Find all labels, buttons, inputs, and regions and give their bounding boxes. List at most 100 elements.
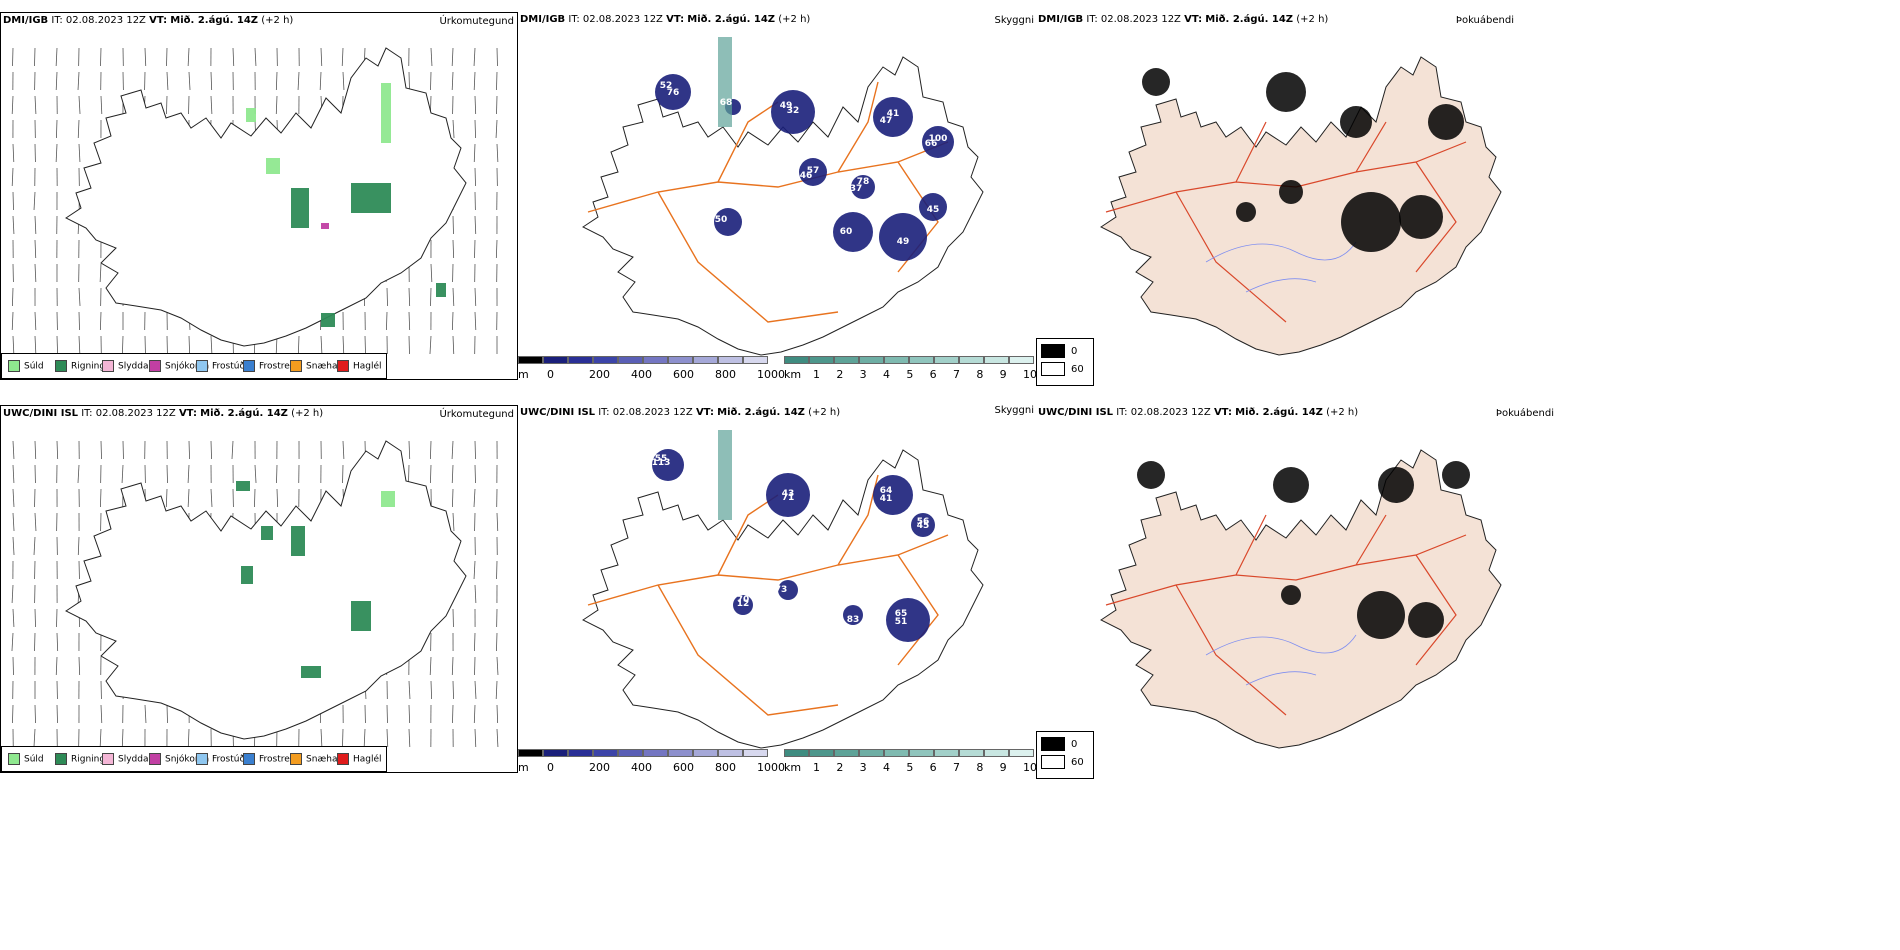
legend-label: Snjókoma xyxy=(165,361,210,372)
fog-indicator-area xyxy=(1428,104,1464,140)
legend-label: Frostúði xyxy=(212,361,248,372)
colorbar-tick: 4 xyxy=(883,368,890,381)
legend-label: Frostúði xyxy=(212,754,248,765)
low-cloud-area xyxy=(778,580,798,600)
fog-legend-label: 0 xyxy=(1071,346,1078,357)
precip-area xyxy=(236,481,250,491)
colorbar-segment xyxy=(568,749,593,757)
legend-label: Slydda xyxy=(118,361,149,372)
fog-band xyxy=(718,430,732,520)
colorbar-unit: km xyxy=(784,761,802,774)
colorbar-tick: 7 xyxy=(953,761,960,774)
road-network xyxy=(587,474,949,716)
legend-item: Súld xyxy=(8,360,44,372)
precip-area xyxy=(381,83,391,143)
legend-item: Frostregn xyxy=(243,360,301,372)
low-cloud-area xyxy=(873,475,913,515)
visibility-value-label: 45 xyxy=(917,521,930,531)
fog-map-top xyxy=(1036,27,1554,378)
legend-label: Rigning xyxy=(71,754,106,765)
colorbar-tick: 600 xyxy=(673,368,694,381)
fog-indicator-area xyxy=(1279,180,1303,204)
fog-title-bottom: Þokuábendi xyxy=(1495,408,1554,419)
river-network xyxy=(1205,634,1357,686)
iceland-land xyxy=(1100,56,1502,356)
legend-swatch xyxy=(102,360,114,372)
precip-map-top xyxy=(11,47,499,355)
fog-indicator-area xyxy=(1357,591,1405,639)
colorbar-segment xyxy=(718,749,743,757)
colorbar-tick: 1000 xyxy=(757,761,785,774)
legend-item: Rigning xyxy=(55,360,105,372)
iceland-coastline xyxy=(582,449,984,749)
low-cloud-area xyxy=(922,126,954,158)
precip-area xyxy=(266,158,280,174)
header-bottom-precip: UWC/DINI ISL IT: 02.08.2023 12Z VT: Mið.… xyxy=(3,408,324,419)
fog-legend-top: 0 60 xyxy=(1036,338,1094,386)
colorbar-segment xyxy=(884,356,909,364)
legend-swatch xyxy=(8,360,20,372)
precip-area xyxy=(381,491,395,507)
visibility-value-label: 49 xyxy=(780,101,793,111)
colorbar-segment xyxy=(934,356,959,364)
fog-indicator-area xyxy=(1408,602,1444,638)
colorbar-tick: 3 xyxy=(859,368,867,381)
visibility-value-label: 52 xyxy=(660,81,673,91)
fog-legend-swatch xyxy=(1041,737,1065,751)
colorbar-segment xyxy=(934,749,959,757)
colorbar-tick: 200 xyxy=(589,761,610,774)
visibility-value-label: 55 xyxy=(655,454,668,464)
cloud-base-colorbar-bottom: m 0 200 400 600 800 1000 xyxy=(518,749,785,774)
colorbar-segment xyxy=(809,356,834,364)
legend-swatch xyxy=(337,753,349,765)
visibility-value-label: 76 xyxy=(667,88,680,98)
fog-legend-item: 0 xyxy=(1041,344,1077,358)
colorbar-segment xyxy=(743,749,768,757)
legend-label: Frostregn xyxy=(259,754,302,765)
colorbar-tick: 6 xyxy=(929,761,937,774)
fog-panel-top: DMI/IGB IT: 02.08.2023 12Z VT: Mið. 2.ág… xyxy=(1036,12,1554,386)
colorbar-tick: 400 xyxy=(630,368,652,381)
legend-swatch xyxy=(290,753,302,765)
legend-item: Haglél xyxy=(337,753,382,765)
legend-label: Rigning xyxy=(71,361,106,372)
legend-swatch xyxy=(196,360,208,372)
legend-item: Snæhagl xyxy=(290,753,346,765)
colorbar-segment xyxy=(693,749,718,757)
legend-item: Rigning xyxy=(55,753,105,765)
road-network xyxy=(1105,514,1467,716)
visibility-value-label: 51 xyxy=(895,617,908,627)
legend-swatch xyxy=(337,360,349,372)
legend-label: Frostregn xyxy=(259,361,302,372)
header-top-visibility: DMI/IGB IT: 02.08.2023 12Z VT: Mið. 2.ág… xyxy=(520,14,811,25)
iceland-land xyxy=(1100,449,1502,749)
colorbar-tick: 2 xyxy=(836,761,844,774)
colorbar-tick: 200 xyxy=(589,368,610,381)
fog-indicator-area xyxy=(1142,68,1170,96)
colorbar-tick: 0 xyxy=(547,761,554,774)
colorbar-segment xyxy=(593,749,618,757)
header-top-fog: DMI/IGB IT: 02.08.2023 12Z VT: Mið. 2.ág… xyxy=(1038,14,1329,25)
colorbar-segment xyxy=(959,749,984,757)
fog-legend-label: 60 xyxy=(1071,364,1084,375)
fog-band xyxy=(718,37,732,127)
visibility-value-label: 41 xyxy=(880,494,893,504)
precip-area xyxy=(321,223,329,229)
precip-area xyxy=(246,108,256,122)
low-cloud-area xyxy=(851,175,875,199)
fog-legend-label: 0 xyxy=(1071,739,1078,750)
legend-swatch xyxy=(243,360,255,372)
fog-legend-swatch xyxy=(1041,362,1065,376)
fog-indicator-area xyxy=(1281,585,1301,605)
legend-item: Frostúði xyxy=(196,360,247,372)
legend-label: Slydda xyxy=(118,754,149,765)
colorbar-tick: 9 xyxy=(999,761,1007,774)
low-cloud-area xyxy=(843,605,863,625)
colorbar-segment xyxy=(643,749,668,757)
visibility-value-label: 57 xyxy=(807,166,820,176)
colorbar-tick: 5 xyxy=(906,368,914,381)
colorbar-segment xyxy=(568,356,593,364)
colorbar-segment xyxy=(618,749,643,757)
fog-legend-swatch xyxy=(1041,344,1065,358)
colorbar-segment xyxy=(668,749,693,757)
